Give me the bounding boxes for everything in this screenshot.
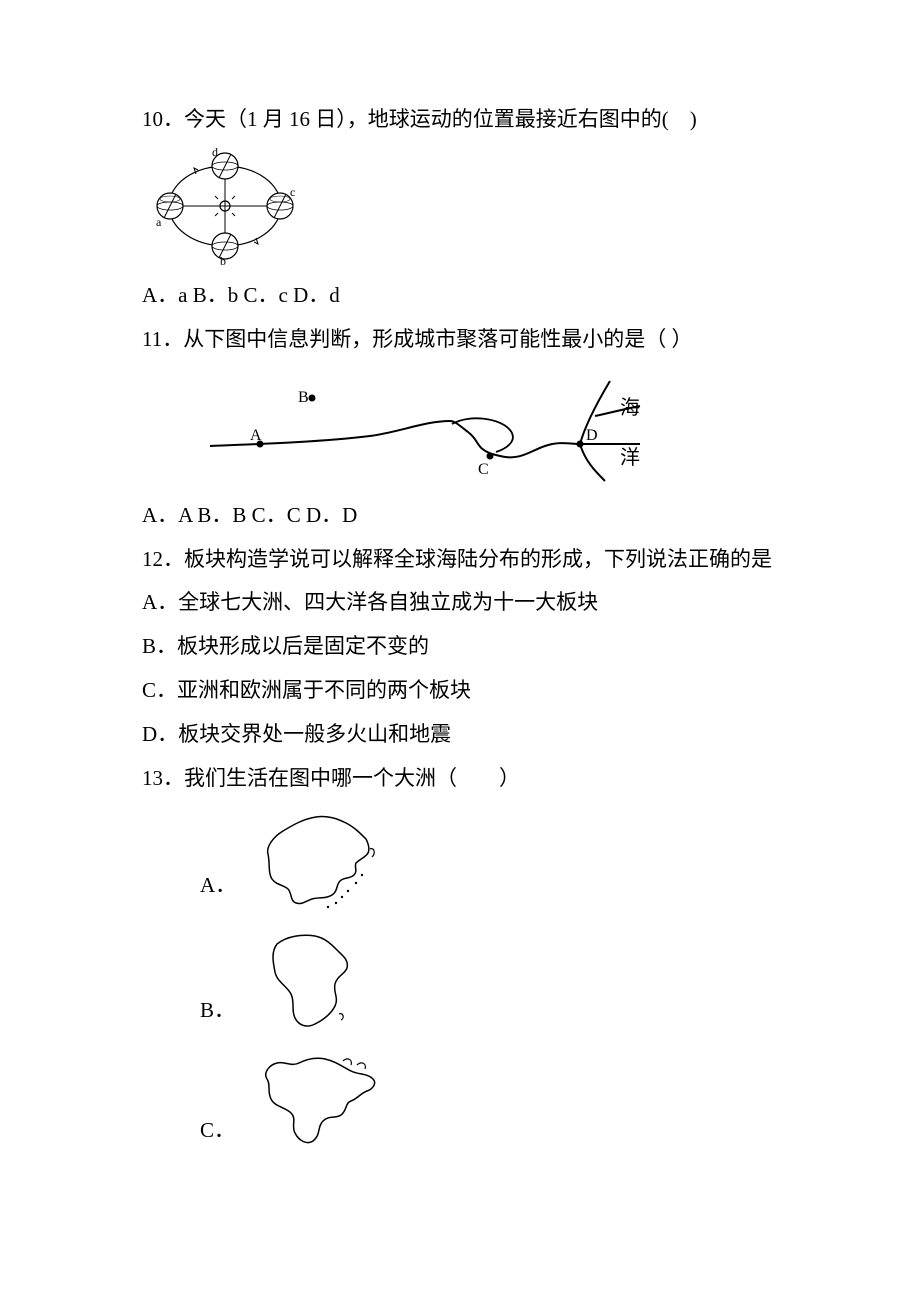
africa-outline-icon — [247, 924, 377, 1039]
svg-text:A: A — [250, 427, 262, 444]
svg-text:洋: 洋 — [620, 446, 640, 469]
q12-optC: C．亚洲和欧洲属于不同的两个板块 — [100, 671, 820, 711]
q12-optD: D．板块交界处一般多火山和地震 — [100, 715, 820, 755]
svg-text:B: B — [298, 389, 309, 406]
svg-text:c: c — [290, 185, 295, 199]
q10-diagram: a b c d — [150, 146, 820, 266]
svg-text:D: D — [586, 427, 598, 444]
svg-text:b: b — [220, 254, 226, 266]
q13-optA-label: A． — [200, 866, 236, 906]
q11-text: 11．从下图中信息判断，形成城市聚落可能性最小的是（ ） — [100, 320, 820, 360]
q11-map: A B C D 海 洋 — [200, 366, 820, 486]
svg-text:d: d — [212, 146, 218, 159]
q13-text: 13．我们生活在图中哪一个大洲（ ） — [100, 759, 820, 799]
north-america-outline-icon — [247, 1049, 397, 1159]
q13-optC-block: C． — [200, 1049, 820, 1159]
q12-optB: B．板块形成以后是固定不变的 — [100, 627, 820, 667]
q10-text: 10．今天（1 月 16 日），地球运动的位置最接近右图中的( ) — [100, 100, 820, 140]
q13-optC-label: C． — [200, 1111, 235, 1151]
q10-answers: A．a B．b C．c D．d — [100, 276, 820, 316]
q13-optA-block: A． — [200, 809, 820, 914]
q11-answers: A．A B．B C．C D．D — [100, 496, 820, 536]
svg-text:a: a — [156, 215, 162, 229]
q12-text: 12．板块构造学说可以解释全球海陆分布的形成，下列说法正确的是 — [100, 540, 820, 580]
svg-text:C: C — [478, 461, 489, 478]
asia-outline-icon — [248, 809, 388, 914]
q13-optB-label: B． — [200, 991, 235, 1031]
q13-optB-block: B． — [200, 924, 820, 1039]
svg-text:海: 海 — [620, 396, 640, 419]
q12-optA: A．全球七大洲、四大洋各自独立成为十一大板块 — [100, 583, 820, 623]
